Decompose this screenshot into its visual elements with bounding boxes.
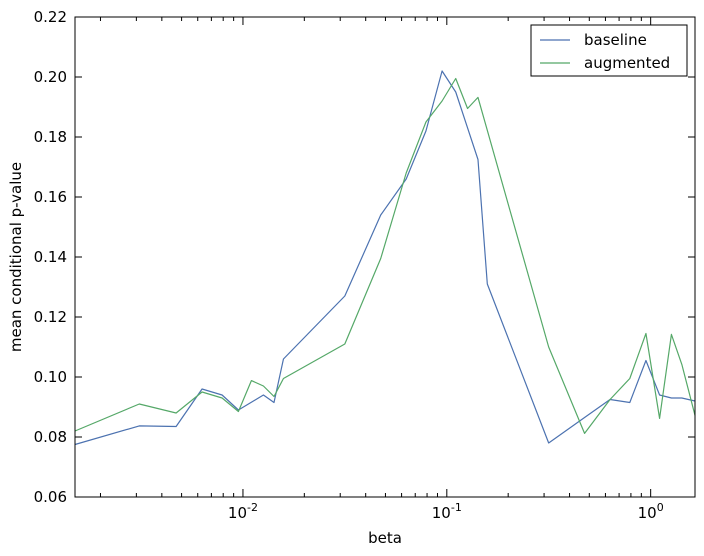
x-tick-label-exponent: -1 bbox=[451, 501, 462, 514]
x-tick-label: 10-2 bbox=[228, 501, 258, 522]
y-tick-label: 0.16 bbox=[34, 188, 67, 206]
x-axis-label: beta bbox=[368, 529, 402, 547]
legend: baseline augmented bbox=[530, 24, 688, 77]
plot-lines bbox=[74, 70, 696, 446]
legend-label-augmented: augmented bbox=[584, 54, 670, 72]
y-tick-label: 0.20 bbox=[34, 68, 67, 86]
x-tick-label-base: 10 bbox=[228, 504, 247, 522]
plot-frame bbox=[74, 16, 696, 498]
x-tick-label: 10-1 bbox=[432, 501, 462, 522]
x-tick-label-exponent: 0 bbox=[657, 501, 664, 514]
x-tick-label-base: 10 bbox=[432, 504, 451, 522]
y-tick-label: 0.14 bbox=[34, 248, 67, 266]
y-tick-label: 0.08 bbox=[34, 428, 67, 446]
y-tick-label: 0.18 bbox=[34, 128, 67, 146]
x-tick-label: 100 bbox=[638, 501, 664, 522]
series-line-baseline bbox=[74, 70, 696, 446]
legend-label-baseline: baseline bbox=[584, 31, 647, 49]
y-tick-label: 0.10 bbox=[34, 368, 67, 386]
y-axis-label: mean conditional p-value bbox=[7, 162, 25, 352]
y-tick-label: 0.06 bbox=[34, 488, 67, 506]
y-tick-label: 0.22 bbox=[34, 8, 67, 26]
legend-box bbox=[530, 24, 688, 77]
x-tick-label-exponent: -2 bbox=[247, 501, 258, 514]
series-line-augmented bbox=[74, 77, 696, 434]
axis-ticks: 0.060.080.100.120.140.160.180.200.2210-2… bbox=[34, 8, 695, 522]
y-tick-label: 0.12 bbox=[34, 308, 67, 326]
x-tick-label-base: 10 bbox=[638, 504, 657, 522]
